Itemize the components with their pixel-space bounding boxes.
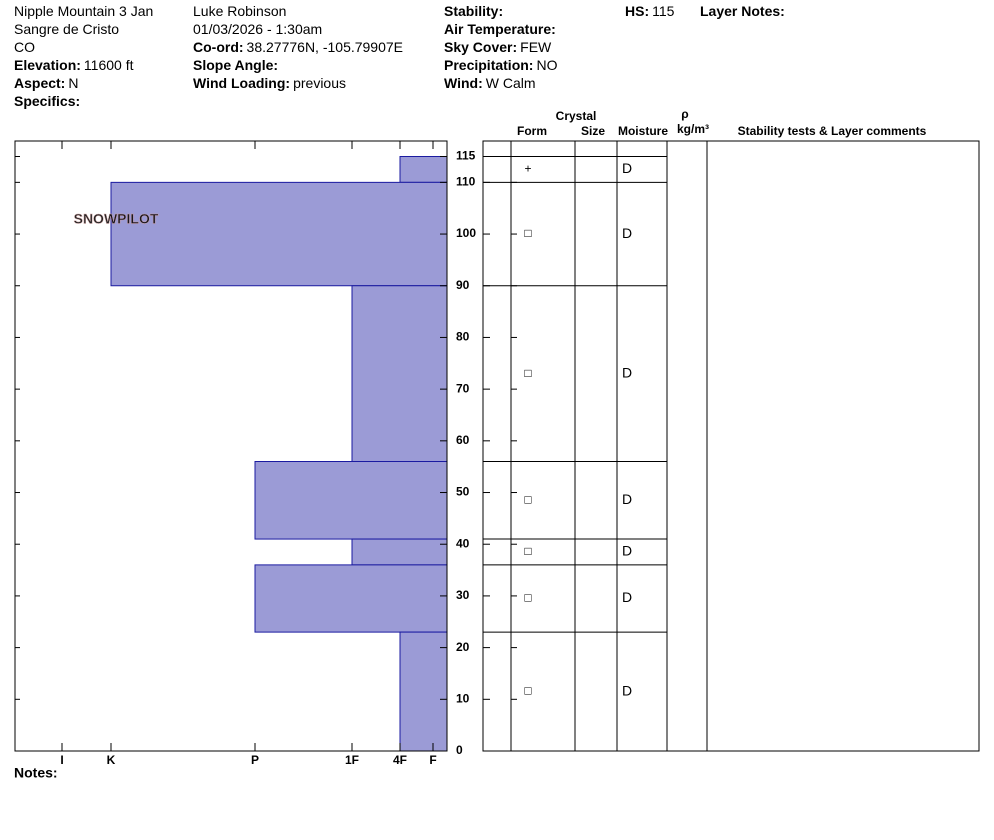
header-value: 11600 ft: [84, 57, 134, 73]
grain-form: □: [524, 591, 531, 605]
y-tick-label: 40: [456, 536, 470, 550]
notes-label: Notes:: [14, 765, 58, 781]
y-tick-label: 115: [456, 149, 476, 163]
crystal-header: Crystal: [556, 109, 597, 123]
y-tick-label: 20: [456, 640, 470, 654]
hardness-bar: [254, 461, 448, 540]
header-value: 38.27776N, -105.79907E: [247, 39, 403, 55]
grain-form: □: [524, 544, 531, 558]
x-tick-label: P: [251, 753, 259, 767]
moisture: D: [622, 160, 632, 176]
x-tick-label: 1F: [345, 753, 359, 767]
grain-form: □: [524, 492, 531, 506]
header-field: Air Temperature:: [444, 21, 556, 37]
header-value: W Calm: [486, 75, 536, 91]
header-value: FEW: [520, 39, 552, 55]
density-unit: kg/m³: [677, 122, 709, 136]
header-label: Slope Angle:: [193, 57, 278, 73]
y-tick-label: 110: [456, 175, 476, 189]
header-value: NO: [536, 57, 557, 73]
hardness-bar: [254, 564, 448, 633]
y-tick-label: 30: [456, 588, 470, 602]
header-field: 01/03/2026 - 1:30am: [193, 21, 322, 37]
header-label: Elevation:: [14, 57, 81, 73]
header-field: Precipitation: NO: [444, 57, 558, 73]
comments-header: Stability tests & Layer comments: [738, 124, 927, 138]
header-field: Slope Angle:: [193, 57, 278, 73]
header-field: Aspect: N: [14, 75, 78, 91]
logo: SNOWPILOT: [74, 211, 159, 227]
moisture: D: [622, 589, 632, 605]
table-frame: [482, 140, 980, 752]
header-label: Wind:: [444, 75, 483, 91]
grain-form: □: [524, 684, 531, 698]
header-field: Elevation: 11600 ft: [14, 57, 134, 73]
x-tick-label: 4F: [393, 753, 407, 767]
header-text: Sangre de Cristo: [14, 21, 119, 37]
moisture: D: [622, 491, 632, 507]
x-tick-label: F: [429, 753, 436, 767]
density-header: ρ: [681, 107, 688, 121]
grain-form: □: [524, 366, 531, 380]
header-label: Stability:: [444, 3, 503, 19]
header-field: CO: [14, 39, 35, 55]
hardness-bar: [399, 631, 448, 752]
moisture: D: [622, 543, 632, 559]
form-header: Form: [517, 124, 547, 138]
y-tick-label: 0: [456, 743, 463, 757]
grain-form: □: [524, 226, 531, 240]
header-label: Precipitation:: [444, 57, 533, 73]
header-label: Aspect:: [14, 75, 65, 91]
header-field: Nipple Mountain 3 Jan: [14, 3, 153, 19]
header-field: Co-ord: 38.27776N, -105.79907E: [193, 39, 403, 55]
moisture-header: Moisture: [618, 124, 668, 138]
header-text: Luke Robinson: [193, 3, 286, 19]
header-field: Sangre de Cristo: [14, 21, 119, 37]
grain-form: +: [524, 162, 531, 176]
header-text: Nipple Mountain 3 Jan: [14, 3, 153, 19]
header-field: Layer Notes:: [700, 3, 785, 19]
hardness-bar: [110, 181, 448, 287]
header-value: N: [68, 75, 78, 91]
header-label: Wind Loading:: [193, 75, 290, 91]
y-tick-label: 70: [456, 381, 470, 395]
header-value: 115: [652, 3, 675, 19]
header-field: Specifics:: [14, 93, 80, 109]
x-tick-label: K: [107, 753, 116, 767]
header-label: Air Temperature:: [444, 21, 556, 37]
moisture: D: [622, 225, 632, 241]
header-field: HS: 115: [625, 3, 675, 19]
header-text: CO: [14, 39, 35, 55]
x-tick-label: I: [60, 753, 63, 767]
hardness-bar: [351, 538, 448, 566]
header-text: 01/03/2026 - 1:30am: [193, 21, 322, 37]
y-tick-label: 80: [456, 330, 470, 344]
header-field: Wind Loading: previous: [193, 75, 346, 91]
size-header: Size: [581, 124, 605, 138]
header-label: Layer Notes:: [700, 3, 785, 19]
y-tick-label: 10: [456, 691, 470, 705]
header-field: Sky Cover: FEW: [444, 39, 552, 55]
y-tick-label: 90: [456, 278, 470, 292]
header-field: Wind: W Calm: [444, 75, 536, 91]
header-field: Luke Robinson: [193, 3, 286, 19]
header-label: Sky Cover:: [444, 39, 517, 55]
header-value: previous: [293, 75, 346, 91]
hardness-bar: [399, 156, 448, 183]
y-tick-label: 100: [456, 226, 476, 240]
y-tick-label: 60: [456, 433, 470, 447]
y-tick-label: 50: [456, 485, 470, 499]
hardness-bar: [351, 285, 448, 463]
moisture: D: [622, 682, 632, 698]
header-label: HS:: [625, 3, 649, 19]
moisture: D: [622, 364, 632, 380]
header-field: Stability:: [444, 3, 503, 19]
header-label: Co-ord:: [193, 39, 244, 55]
plot-frame: [14, 140, 448, 752]
header-label: Specifics:: [14, 93, 80, 109]
